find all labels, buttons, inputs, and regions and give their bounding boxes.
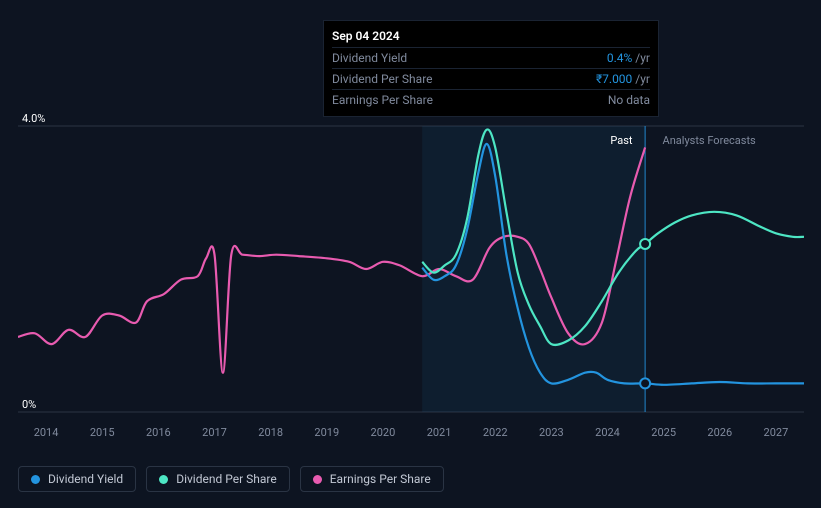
y-axis-label-max: 4.0%: [22, 112, 45, 125]
tooltip-row-value: No data: [608, 93, 650, 107]
tooltip-row: Dividend Per Share ₹7.000 /yr: [332, 68, 650, 89]
region-label-forecast: Analysts Forecasts: [663, 134, 756, 147]
y-axis-label-min: 0%: [22, 398, 36, 411]
tooltip-row-value: ₹7.000 /yr: [596, 72, 650, 86]
tooltip-row: Earnings Per Share No data: [332, 89, 650, 110]
chart-plot-area[interactable]: Past Analysts Forecasts: [18, 108, 804, 422]
x-axis-labels: 2014201520162017201820192020202120222023…: [18, 426, 804, 446]
chart-legend: Dividend Yield Dividend Per Share Earnin…: [18, 466, 444, 492]
tooltip-row-label: Earnings Per Share: [332, 93, 433, 107]
chart-tooltip: Sep 04 2024 Dividend Yield 0.4% /yr Divi…: [323, 20, 659, 117]
legend-item-dividend-yield[interactable]: Dividend Yield: [18, 466, 136, 492]
legend-label: Earnings Per Share: [330, 472, 431, 486]
tooltip-row-label: Dividend Per Share: [332, 72, 433, 86]
legend-dot: [159, 475, 168, 484]
tooltip-row: Dividend Yield 0.4% /yr: [332, 47, 650, 68]
region-label-past: Past: [610, 134, 632, 147]
tooltip-row-value: 0.4% /yr: [607, 51, 650, 65]
legend-dot: [313, 475, 322, 484]
legend-label: Dividend Yield: [48, 472, 123, 486]
legend-dot: [31, 475, 40, 484]
legend-item-earnings-per-share[interactable]: Earnings Per Share: [300, 466, 444, 492]
tooltip-date: Sep 04 2024: [332, 27, 650, 47]
legend-label: Dividend Per Share: [176, 472, 277, 486]
tooltip-row-label: Dividend Yield: [332, 51, 407, 65]
legend-item-dividend-per-share[interactable]: Dividend Per Share: [146, 466, 290, 492]
